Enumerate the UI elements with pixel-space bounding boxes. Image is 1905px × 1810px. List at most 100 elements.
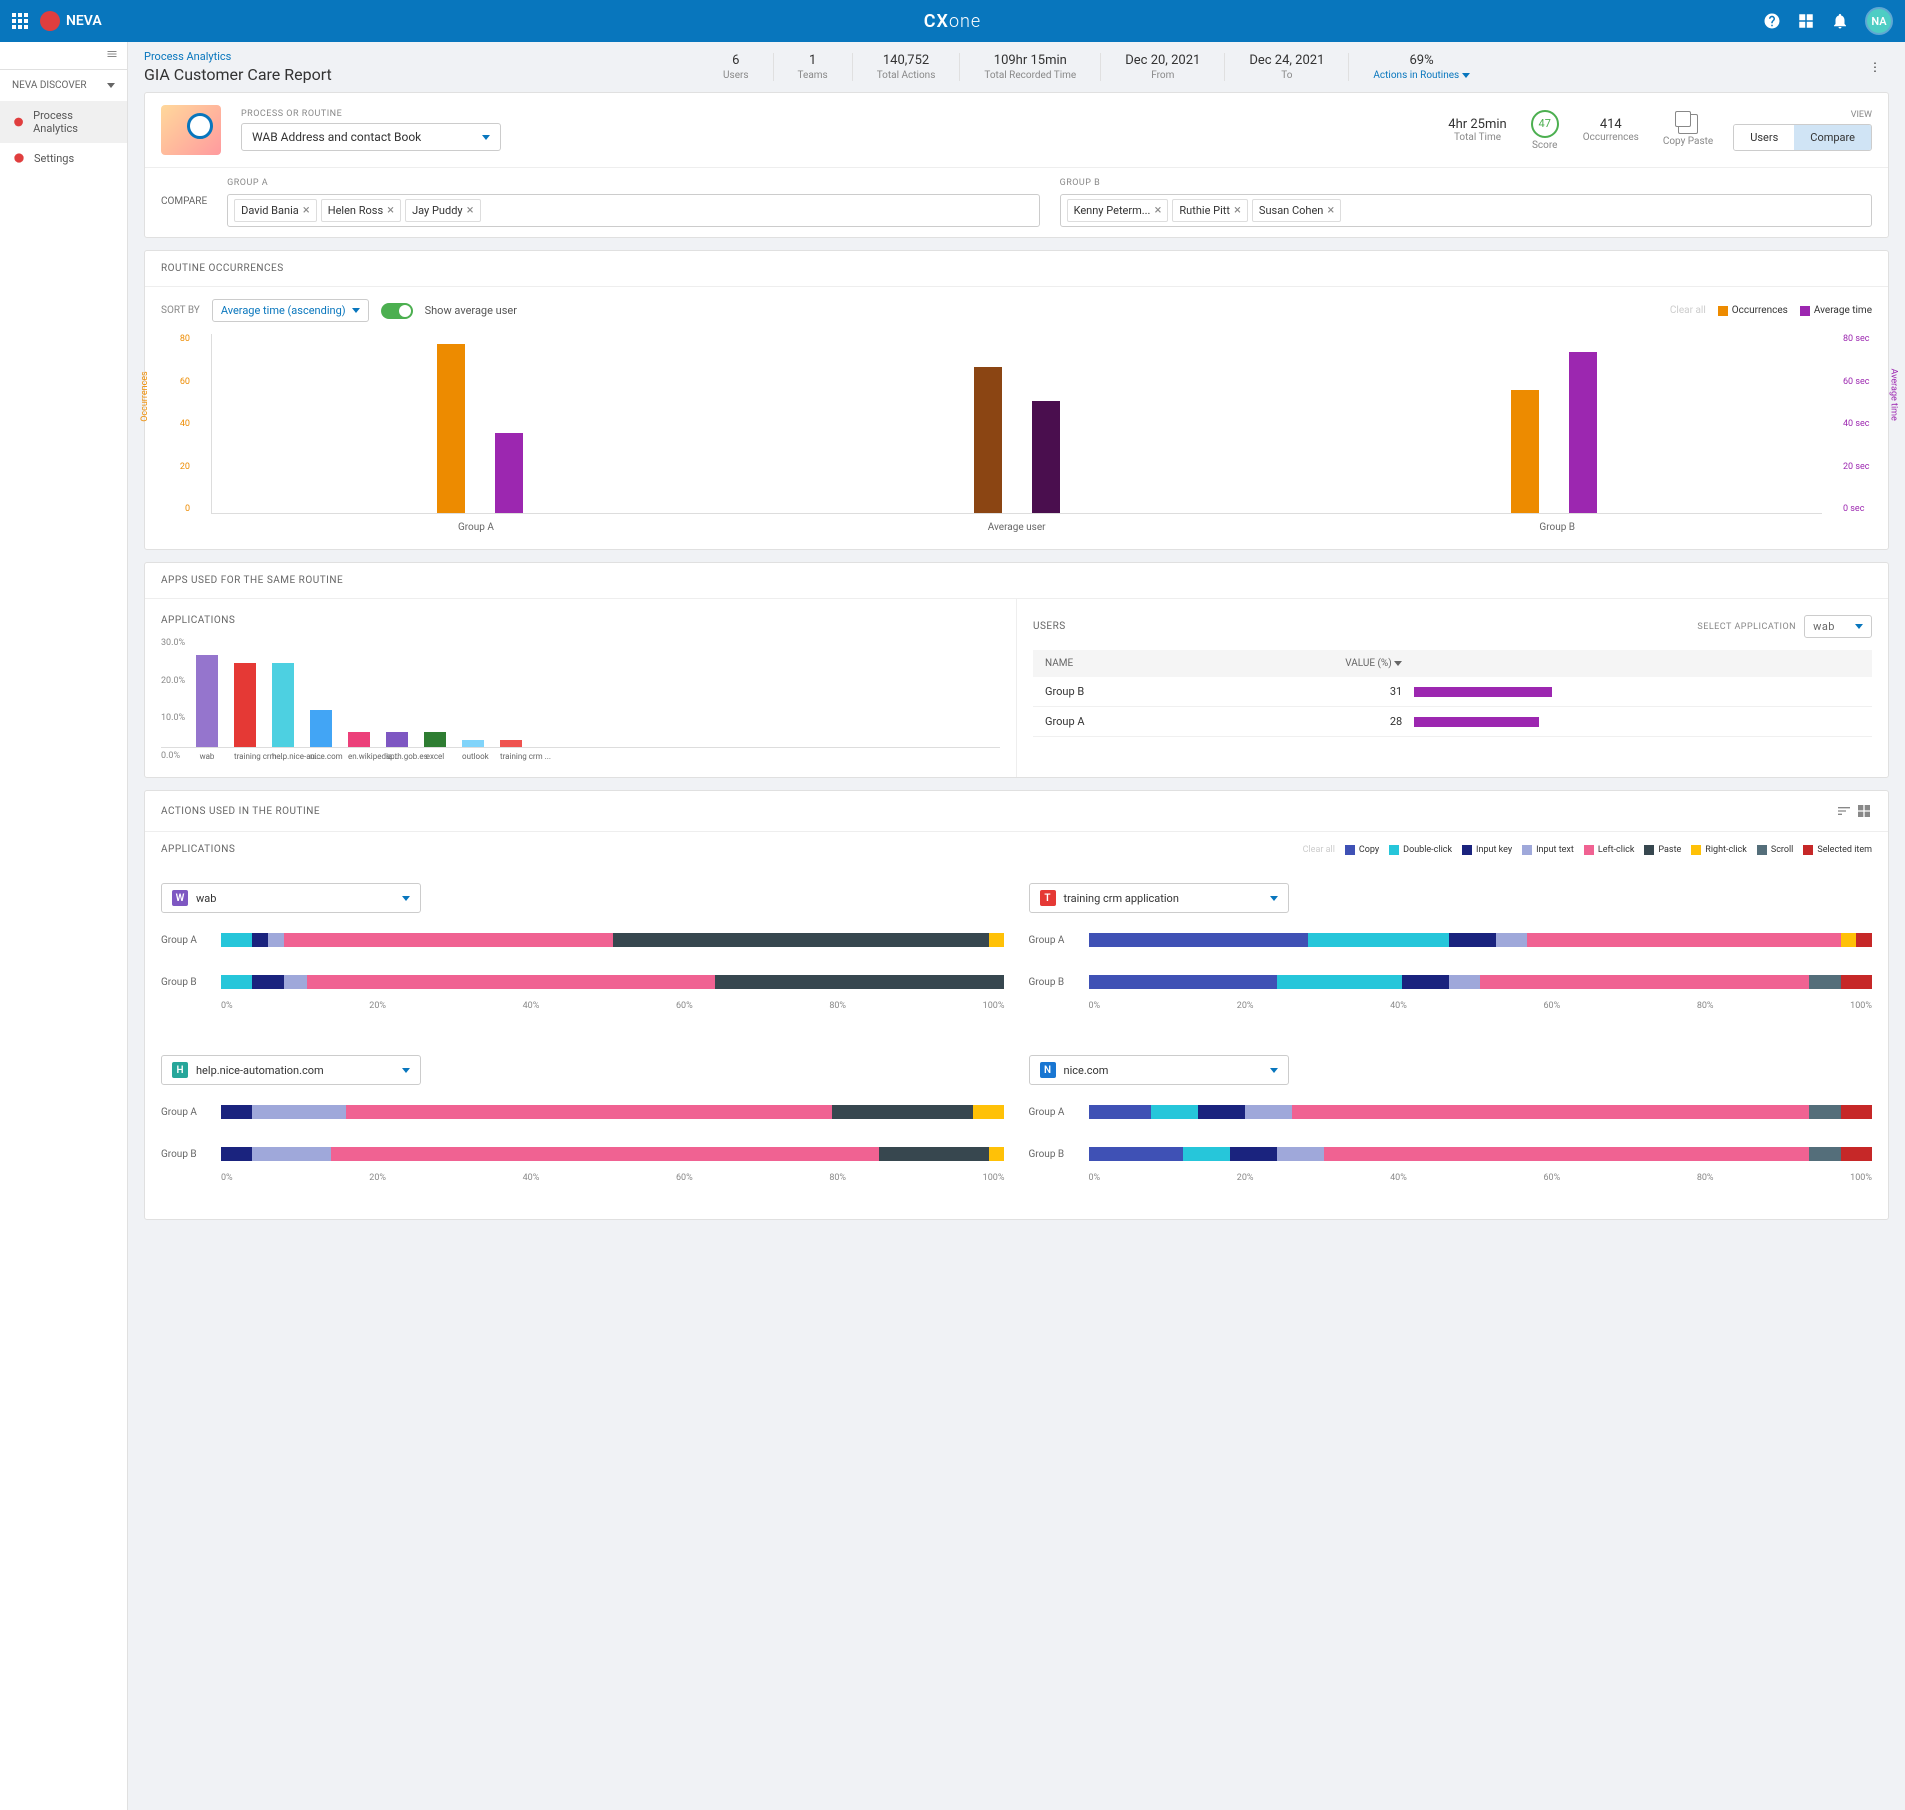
routine-select[interactable]: WAB Address and contact Book — [241, 123, 501, 151]
action-segment[interactable] — [284, 933, 613, 947]
action-segment[interactable] — [252, 1147, 330, 1161]
legend-item[interactable]: Scroll — [1757, 845, 1794, 855]
legend-item[interactable]: Right-click — [1691, 845, 1747, 855]
action-segment[interactable] — [1308, 933, 1449, 947]
remove-tag-icon[interactable]: × — [1327, 203, 1334, 218]
app-bar[interactable] — [348, 732, 370, 747]
action-segment[interactable] — [1449, 933, 1496, 947]
occurrences-bar[interactable] — [974, 367, 1002, 513]
action-segment[interactable] — [1324, 1147, 1810, 1161]
legend-item[interactable]: Left-click — [1584, 845, 1635, 855]
remove-tag-icon[interactable]: × — [467, 203, 474, 218]
action-segment[interactable] — [252, 933, 268, 947]
action-segment[interactable] — [1277, 1147, 1324, 1161]
app-bar[interactable] — [462, 740, 484, 747]
action-segment[interactable] — [331, 1147, 879, 1161]
legend-item[interactable]: Paste — [1644, 845, 1681, 855]
action-segment[interactable] — [1089, 975, 1277, 989]
action-segment[interactable] — [1841, 975, 1872, 989]
grid-view-icon[interactable] — [1856, 803, 1872, 819]
brand-logo[interactable]: NEVA — [40, 11, 102, 31]
legend-item[interactable]: Copy — [1345, 845, 1379, 855]
app-bar[interactable] — [386, 732, 408, 747]
remove-tag-icon[interactable]: × — [387, 203, 394, 218]
app-bar[interactable] — [234, 663, 256, 747]
action-segment[interactable] — [252, 975, 283, 989]
action-segment[interactable] — [1277, 975, 1402, 989]
action-segment[interactable] — [973, 1105, 1004, 1119]
stat-actions-in-routines[interactable]: 69%Actions in Routines — [1348, 53, 1493, 81]
action-segment[interactable] — [989, 1147, 1005, 1161]
action-segment[interactable] — [1292, 1105, 1809, 1119]
action-segment[interactable] — [1480, 975, 1809, 989]
action-segment[interactable] — [1841, 933, 1857, 947]
action-segment[interactable] — [307, 975, 714, 989]
action-segment[interactable] — [715, 975, 1005, 989]
sidebar-section-header[interactable]: NEVA DISCOVER — [0, 70, 127, 101]
legend-item[interactable]: Selected item — [1803, 845, 1872, 855]
bell-icon[interactable] — [1831, 12, 1849, 30]
sidebar-item-process-analytics[interactable]: Process Analytics — [0, 101, 127, 143]
action-app-select[interactable]: Wwab — [161, 883, 421, 913]
app-bar[interactable] — [272, 663, 294, 747]
avg-time-bar[interactable] — [1569, 352, 1597, 513]
action-segment[interactable] — [989, 933, 1005, 947]
action-segment[interactable] — [221, 975, 252, 989]
action-segment[interactable] — [1089, 1147, 1183, 1161]
action-segment[interactable] — [879, 1147, 989, 1161]
avg-time-bar[interactable] — [495, 433, 523, 513]
actions-clear-all[interactable]: Clear all — [1303, 845, 1335, 855]
action-segment[interactable] — [1402, 975, 1449, 989]
remove-tag-icon[interactable]: × — [1154, 203, 1161, 218]
action-segment[interactable] — [221, 1105, 252, 1119]
legend-item[interactable]: Input text — [1522, 845, 1574, 855]
occurrences-bar[interactable] — [437, 344, 465, 513]
action-segment[interactable] — [1809, 1147, 1840, 1161]
apps-menu-icon[interactable] — [12, 13, 28, 29]
app-bar[interactable] — [310, 710, 332, 747]
action-segment[interactable] — [1183, 1147, 1230, 1161]
app-bar[interactable] — [424, 732, 446, 747]
legend-item[interactable]: Input key — [1462, 845, 1512, 855]
action-segment[interactable] — [1449, 975, 1480, 989]
metric-copy-paste[interactable]: Copy Paste — [1663, 114, 1713, 147]
action-segment[interactable] — [1809, 1105, 1840, 1119]
action-segment[interactable] — [268, 933, 284, 947]
action-segment[interactable] — [346, 1105, 832, 1119]
view-tab-users[interactable]: Users — [1734, 125, 1794, 150]
table-row[interactable]: Group A28 — [1033, 707, 1872, 737]
action-segment[interactable] — [1856, 933, 1872, 947]
app-select[interactable]: wab — [1804, 615, 1872, 638]
sidebar-item-settings[interactable]: Settings — [0, 143, 127, 173]
legend-item[interactable]: Occurrences — [1718, 305, 1788, 316]
app-bar[interactable] — [196, 655, 218, 747]
group-a-input[interactable]: David Bania×Helen Ross×Jay Puddy× — [227, 194, 1039, 227]
sort-bars-icon[interactable] — [1836, 803, 1852, 819]
more-menu-icon[interactable]: ⋮ — [1861, 60, 1889, 74]
action-segment[interactable] — [1151, 1105, 1198, 1119]
help-icon[interactable] — [1763, 12, 1781, 30]
view-tab-compare[interactable]: Compare — [1794, 125, 1871, 150]
user-avatar[interactable]: NA — [1865, 7, 1893, 35]
action-segment[interactable] — [284, 975, 308, 989]
app-bar[interactable] — [500, 740, 522, 747]
action-segment[interactable] — [832, 1105, 973, 1119]
remove-tag-icon[interactable]: × — [1234, 203, 1241, 218]
legend-item[interactable]: Double-click — [1389, 845, 1452, 855]
breadcrumb-link[interactable]: Process Analytics — [144, 50, 332, 63]
action-segment[interactable] — [1230, 1147, 1277, 1161]
legend-item[interactable]: Average time — [1800, 305, 1872, 316]
action-segment[interactable] — [613, 933, 989, 947]
action-segment[interactable] — [1245, 1105, 1292, 1119]
action-app-select[interactable]: Ttraining crm application — [1029, 883, 1289, 913]
sidebar-collapse-button[interactable] — [0, 42, 127, 70]
table-row[interactable]: Group B31 — [1033, 677, 1872, 707]
action-segment[interactable] — [1089, 1105, 1152, 1119]
action-segment[interactable] — [1496, 933, 1527, 947]
action-segment[interactable] — [221, 1147, 252, 1161]
action-segment[interactable] — [1841, 1105, 1872, 1119]
col-value-header[interactable]: VALUE (%) — [1342, 658, 1402, 669]
action-segment[interactable] — [1089, 933, 1308, 947]
action-segment[interactable] — [1841, 1147, 1872, 1161]
action-segment[interactable] — [252, 1105, 346, 1119]
